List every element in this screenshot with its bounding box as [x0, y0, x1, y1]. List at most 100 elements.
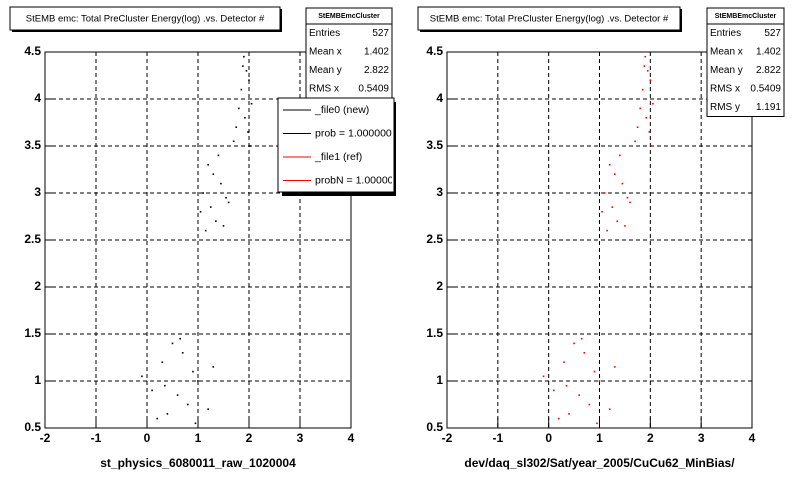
point	[222, 225, 225, 227]
stats-value: 1.191	[756, 102, 781, 113]
point	[244, 117, 246, 119]
point	[601, 211, 603, 213]
point	[542, 375, 545, 378]
point	[215, 220, 217, 222]
y-tick-label: 2.5	[24, 232, 41, 246]
point	[166, 413, 169, 415]
y-tick-label: 1	[34, 373, 41, 387]
plot-border	[44, 51, 352, 429]
point	[641, 88, 644, 91]
point	[249, 145, 251, 147]
legend-label: _file1 (ref)	[314, 151, 362, 163]
point	[217, 154, 220, 157]
point	[179, 337, 181, 340]
point	[634, 140, 636, 143]
plot-border	[446, 51, 753, 429]
x-tick-label: 1	[596, 431, 603, 445]
x-tick-label: 2	[647, 431, 654, 445]
point	[235, 126, 238, 128]
legend-label: _file0 (new)	[314, 104, 369, 116]
point	[240, 88, 243, 91]
point	[552, 389, 555, 392]
stats-label: RMS x	[710, 83, 740, 94]
point	[643, 65, 646, 67]
point	[578, 394, 580, 396]
x-tick-label: 4	[348, 431, 355, 445]
point	[644, 55, 647, 58]
point	[645, 117, 648, 119]
x-tick-label: -1	[492, 431, 503, 445]
y-tick-label: 3	[34, 185, 41, 199]
point	[649, 79, 652, 81]
stats-label: RMS y	[710, 102, 740, 113]
stats-label: Mean x	[309, 46, 342, 57]
stats-value: 527	[764, 28, 781, 39]
point	[238, 107, 240, 110]
point	[141, 375, 143, 378]
x-axis-label: st_physics_6080011_raw_1020004	[100, 456, 296, 470]
stats-value: 0.5409	[750, 83, 781, 94]
y-tick-label: 4.5	[24, 44, 41, 58]
stats-label: Entries	[309, 28, 340, 39]
y-tick-label: 1.5	[426, 326, 443, 340]
point	[619, 154, 621, 157]
point	[593, 370, 596, 373]
x-tick-label: 0	[545, 431, 552, 445]
point	[207, 164, 209, 166]
stats-box	[706, 7, 785, 117]
point	[171, 342, 174, 345]
legend-label: prob = 1.000000	[315, 127, 392, 139]
stats-label: RMS x	[309, 83, 339, 94]
point	[181, 352, 184, 354]
stats-title: StEMBEmcCluster	[318, 13, 380, 20]
point	[603, 192, 606, 194]
point	[176, 394, 179, 396]
x-tick-label: 4	[749, 431, 756, 445]
point	[611, 206, 614, 208]
y-tick-label: 3	[436, 185, 443, 199]
point	[245, 70, 248, 72]
y-tick-label: 1	[436, 373, 443, 387]
legend-box	[277, 97, 395, 193]
point	[583, 352, 586, 354]
point	[151, 389, 153, 392]
x-tick-label: -2	[40, 431, 51, 445]
point	[156, 417, 158, 420]
title-box	[9, 6, 281, 31]
point	[565, 384, 568, 387]
point	[588, 403, 591, 406]
point	[558, 417, 560, 420]
point	[248, 79, 250, 81]
stats-title: StEMBEmcCluster	[715, 13, 777, 20]
point	[616, 220, 619, 222]
point	[608, 408, 611, 410]
point	[207, 408, 209, 410]
x-tick-label: 0	[144, 431, 151, 445]
point	[636, 126, 639, 128]
point	[212, 173, 215, 175]
point	[194, 422, 197, 425]
chart-title: StEMB emc: Total PreCluster Energy(log) …	[430, 14, 669, 25]
point	[242, 65, 244, 67]
point	[197, 380, 199, 382]
point	[621, 182, 624, 185]
point	[204, 229, 207, 232]
stats-value: 1.402	[756, 46, 781, 57]
point	[626, 196, 629, 199]
y-tick-label: 0.5	[24, 420, 41, 434]
stats-label: Entries	[710, 28, 741, 39]
y-tick-label: 1.5	[24, 326, 41, 340]
point	[573, 342, 575, 345]
point	[629, 201, 631, 204]
point	[613, 173, 616, 175]
point	[650, 145, 653, 147]
point	[596, 422, 598, 425]
y-tick-label: 0.5	[426, 420, 443, 434]
stats-label: Mean y	[710, 65, 743, 76]
point	[225, 196, 227, 199]
point	[646, 70, 649, 72]
stats-label: Mean y	[309, 65, 342, 76]
point	[606, 229, 608, 232]
title-box	[417, 6, 681, 31]
point	[202, 192, 204, 194]
